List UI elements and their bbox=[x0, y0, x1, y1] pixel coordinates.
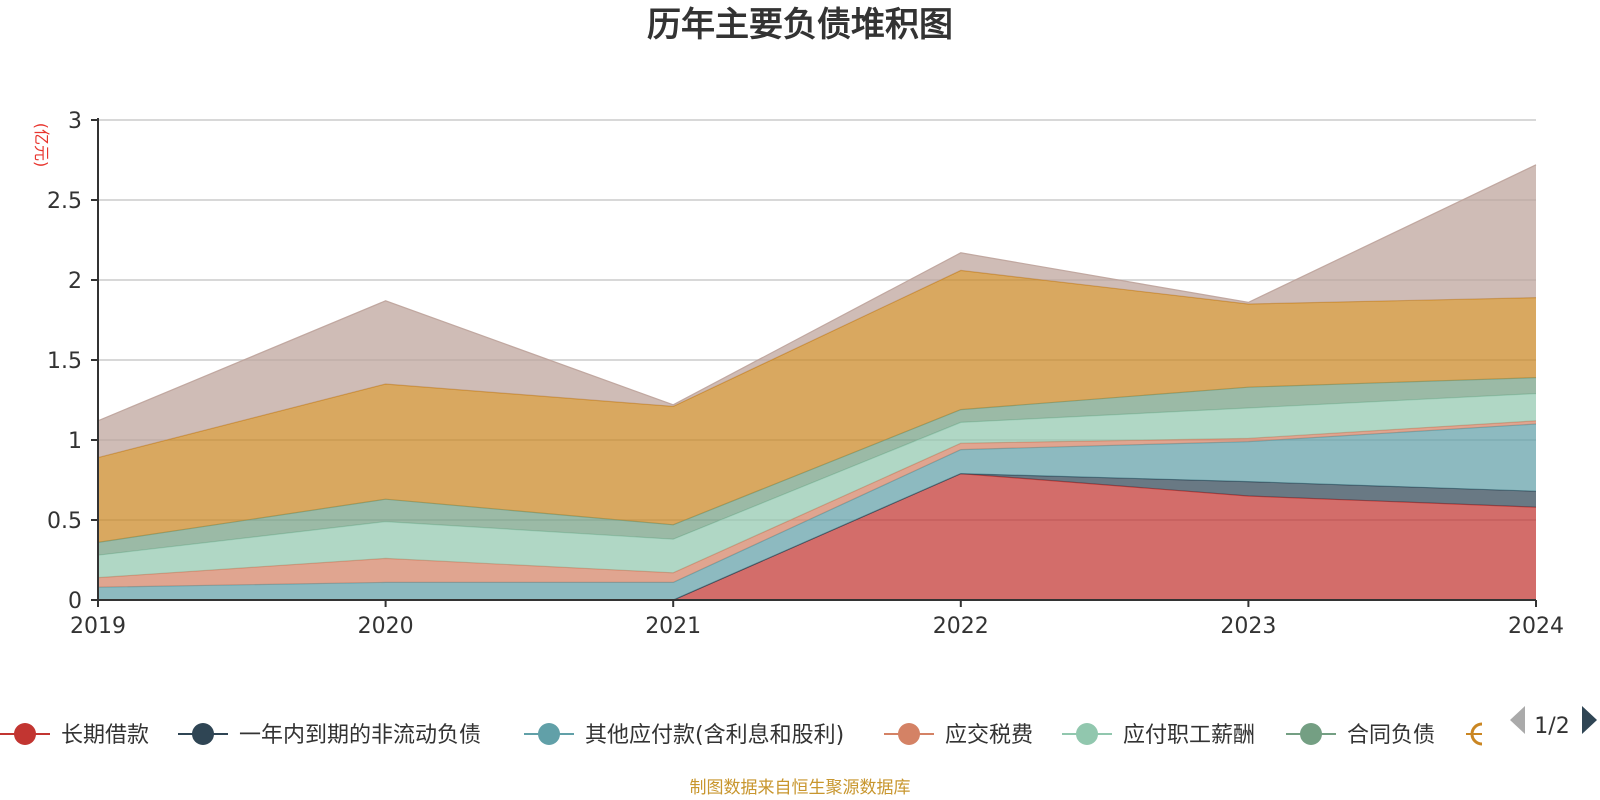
triangle-right-icon[interactable] bbox=[1582, 706, 1597, 734]
area-series-1 bbox=[98, 473, 1536, 600]
legend-page-indicator: 1/2 bbox=[1534, 714, 1569, 739]
legend-marker bbox=[14, 723, 36, 745]
chart-title: 历年主要负债堆积图 bbox=[647, 5, 953, 45]
legend-item[interactable]: 其他应付款(含利息和股利) bbox=[524, 723, 844, 748]
legend-marker bbox=[898, 723, 920, 745]
legend-marker bbox=[1300, 723, 1322, 745]
legend-item[interactable]: 合同负债 bbox=[1286, 723, 1435, 748]
y-tick-label: 0 bbox=[68, 589, 82, 614]
legend-label: 应付职工薪酬 bbox=[1123, 723, 1255, 748]
stacked-areas bbox=[97, 164, 1537, 601]
y-tick-label: 0.5 bbox=[47, 509, 82, 534]
y-axis-unit: (亿元) bbox=[32, 123, 51, 168]
legend-label: 合同负债 bbox=[1347, 723, 1435, 748]
y-tick-label: 3 bbox=[68, 109, 82, 134]
x-tick-label: 2019 bbox=[70, 614, 126, 639]
x-tick-label: 2023 bbox=[1220, 614, 1276, 639]
triangle-left-icon[interactable] bbox=[1510, 706, 1525, 734]
x-tick-label: 2020 bbox=[358, 614, 414, 639]
x-tick-label: 2024 bbox=[1508, 614, 1564, 639]
y-tick-label: 1 bbox=[68, 429, 82, 454]
area-series-6 bbox=[98, 377, 1536, 556]
legend-label: 一年内到期的非流动负债 bbox=[239, 723, 481, 748]
area-series-7 bbox=[98, 270, 1536, 543]
legend-item[interactable]: 应交税费 bbox=[884, 723, 1033, 748]
legend-item[interactable]: 一年内到期的非流动负债 bbox=[178, 723, 481, 748]
legend-marker bbox=[1470, 722, 1483, 746]
legend-item[interactable]: 长期借款 bbox=[0, 723, 149, 748]
legend-marker bbox=[192, 723, 214, 745]
y-tick-label: 2 bbox=[68, 269, 82, 294]
series-line-8 bbox=[97, 164, 1537, 422]
legend-marker bbox=[1076, 723, 1098, 745]
legend-label: 其他应付款(含利息和股利) bbox=[585, 723, 844, 748]
x-tick-label: 2022 bbox=[933, 614, 989, 639]
axes: 0 0.5 1 1.5 2 2.5 3 2019 2020 2021 2022 2023 2024 bbox=[47, 109, 1564, 639]
area-series-3 bbox=[98, 424, 1536, 600]
area-series-5 bbox=[98, 393, 1536, 578]
legend-pager: 1/2 bbox=[1510, 706, 1597, 739]
legend-label: 应交税费 bbox=[945, 723, 1033, 748]
data-source-note: 制图数据来自恒生聚源数据库 bbox=[690, 778, 911, 798]
legend-label: 长期借款 bbox=[61, 723, 149, 748]
y-tick-label: 2.5 bbox=[47, 189, 82, 214]
legend-item-partial bbox=[1466, 722, 1483, 746]
legend-item[interactable]: 应付职工薪酬 bbox=[1062, 723, 1255, 748]
legend: 长期借款 一年内到期的非流动负债 其他应付款(含利息和股利) 应交税费 应付职工薪酬 合同… bbox=[0, 722, 1483, 748]
x-tick-label: 2021 bbox=[645, 614, 701, 639]
area-series-4 bbox=[98, 420, 1536, 588]
area-series-8 bbox=[98, 164, 1536, 458]
legend-marker bbox=[538, 723, 560, 745]
y-tick-label: 1.5 bbox=[47, 349, 82, 374]
